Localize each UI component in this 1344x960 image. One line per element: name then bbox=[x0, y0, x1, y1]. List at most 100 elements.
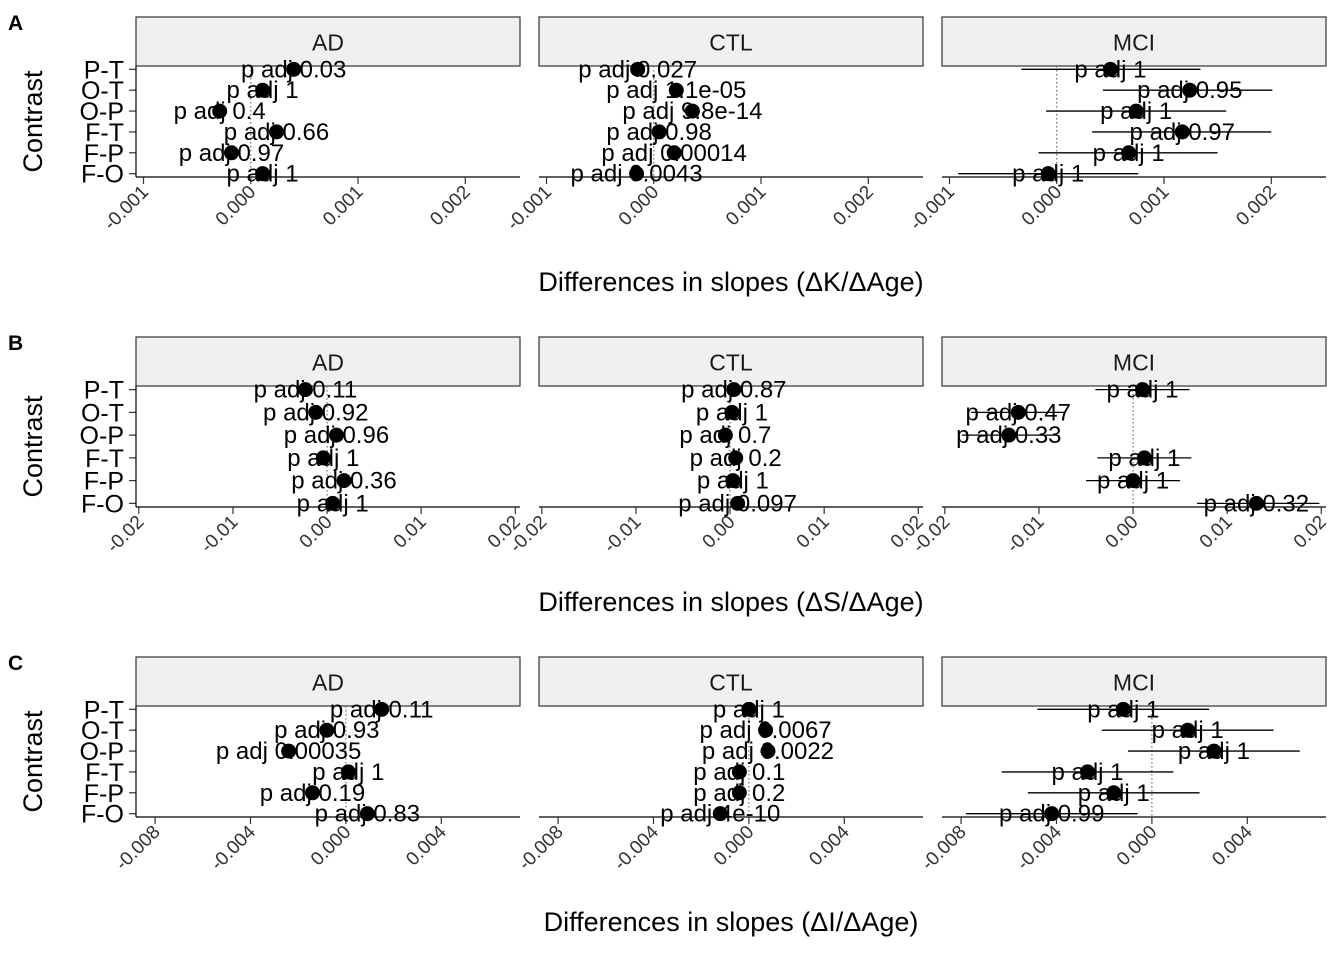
y-tick-label: O-T bbox=[81, 717, 124, 745]
p-value-label: p adj 0.98 bbox=[606, 119, 711, 146]
p-value-label: p adj 1 bbox=[696, 399, 768, 426]
x-tick-label: -0.008 bbox=[515, 822, 568, 875]
data-point bbox=[731, 764, 747, 780]
p-value-label: p adj 1 bbox=[1152, 717, 1224, 744]
x-tick-label: -0.001 bbox=[100, 182, 153, 235]
p-value-label: p adj 1 bbox=[697, 468, 769, 495]
data-point bbox=[255, 166, 271, 182]
x-tick-label: 0.00 bbox=[1102, 512, 1143, 553]
x-tick-label: -0.02 bbox=[103, 512, 148, 557]
data-point bbox=[1102, 61, 1118, 77]
p-value-label: p adj 1 bbox=[227, 161, 299, 188]
data-point bbox=[212, 103, 228, 119]
p-value-label: p adj 0.2 bbox=[690, 445, 782, 472]
data-point bbox=[255, 82, 271, 98]
facet-strip-label: CTL bbox=[709, 670, 753, 696]
data-point bbox=[1125, 473, 1141, 489]
y-axis-title: Contrast bbox=[18, 710, 48, 813]
panel-b: B Contrast P-TO-TO-PF-TF-PF-O AD -0.02 -0.01 0… bbox=[8, 332, 1331, 617]
p-value-label: p adj 0.2 bbox=[693, 780, 785, 807]
data-point bbox=[668, 82, 684, 98]
p-value-label: p adj 0.96 bbox=[284, 422, 389, 449]
p-value-label: p adj 0.92 bbox=[263, 399, 368, 426]
x-axis-title: Differences in slopes (ΔI/ΔAge) bbox=[544, 907, 919, 937]
y-tick-label: F-P bbox=[84, 468, 124, 496]
data-point bbox=[712, 806, 728, 822]
x-tick-label: 0.00 bbox=[699, 512, 740, 553]
p-value-label: p adj 1 bbox=[713, 696, 785, 723]
data-point bbox=[630, 61, 646, 77]
y-tick-label: O-P bbox=[80, 98, 124, 126]
y-tick-label: P-T bbox=[84, 56, 124, 84]
p-value-label: p adj 0.027 bbox=[578, 56, 697, 83]
y-tick-label: P-T bbox=[84, 377, 124, 405]
p-value-label: p adj 0.0022 bbox=[702, 738, 834, 765]
data-point bbox=[1182, 82, 1198, 98]
p-value-label: p adj 1.1e-05 bbox=[606, 77, 746, 104]
p-value-label: p adj 1 bbox=[1012, 161, 1084, 188]
data-point bbox=[286, 61, 302, 77]
data-point bbox=[1128, 103, 1144, 119]
x-tick-label: 0.000 bbox=[710, 822, 758, 870]
data-point bbox=[325, 495, 341, 511]
p-value-label: p adj 1 bbox=[312, 759, 384, 786]
y-tick-label: O-P bbox=[80, 422, 124, 450]
facet-strip bbox=[135, 16, 521, 67]
data-point bbox=[1001, 427, 1017, 443]
p-value-label: p adj 0.87 bbox=[681, 377, 786, 404]
data-point bbox=[731, 785, 747, 801]
data-point bbox=[1115, 701, 1131, 717]
data-point bbox=[269, 124, 285, 140]
data-point bbox=[1106, 785, 1122, 801]
panel-label: C bbox=[8, 652, 23, 675]
panel-c: C Contrast P-TO-TO-PF-TF-PF-O AD -0.008 -0.00… bbox=[8, 652, 1327, 937]
facet-strip bbox=[538, 336, 924, 387]
y-tick-label: F-P bbox=[84, 140, 124, 168]
facet-strip bbox=[538, 656, 924, 707]
data-point bbox=[760, 743, 776, 759]
facet-strip-label: AD bbox=[312, 30, 344, 56]
data-point bbox=[717, 427, 733, 443]
data-point bbox=[328, 427, 344, 443]
p-value-label: p adj 0.33 bbox=[956, 422, 1061, 449]
x-tick-label: -0.004 bbox=[1013, 821, 1066, 874]
y-tick-label: O-T bbox=[81, 399, 124, 427]
facet-strip-label: CTL bbox=[709, 350, 753, 376]
p-value-label: p adj 0.19 bbox=[260, 780, 365, 807]
data-point bbox=[726, 382, 742, 398]
facet-strip-label: AD bbox=[312, 350, 344, 376]
panel-label: A bbox=[8, 12, 23, 35]
p-value-label: p adj 4e-10 bbox=[660, 801, 780, 828]
y-tick-label: F-T bbox=[85, 759, 124, 787]
facet-strip bbox=[941, 336, 1327, 387]
p-value-label: p adj 0.83 bbox=[315, 801, 420, 828]
y-tick-label: F-T bbox=[85, 119, 124, 147]
x-axis-title: Differences in slopes (ΔK/ΔAge) bbox=[538, 267, 923, 297]
data-point bbox=[730, 495, 746, 511]
p-value-label: p adj 1 bbox=[1106, 377, 1178, 404]
data-point bbox=[728, 450, 744, 466]
data-point bbox=[1248, 495, 1264, 511]
p-value-label: p adj 0.99 bbox=[999, 801, 1104, 828]
x-tick-label: 0.004 bbox=[402, 821, 451, 870]
x-tick-label: 0.001 bbox=[1125, 182, 1173, 230]
p-value-label: p adj 0.47 bbox=[966, 399, 1071, 426]
p-value-label: p adj 0.32 bbox=[1204, 490, 1309, 517]
data-point bbox=[1040, 166, 1056, 182]
p-value-label: p adj 0.00014 bbox=[601, 140, 746, 167]
p-value-label: p adj 1 bbox=[1108, 445, 1180, 472]
data-point bbox=[308, 404, 324, 420]
x-tick-label: 0.02 bbox=[1290, 512, 1331, 553]
x-tick-label: -0.001 bbox=[503, 182, 556, 235]
p-value-label: p adj 0.1 bbox=[693, 759, 785, 786]
facet-strip-label: CTL bbox=[709, 30, 753, 56]
data-point bbox=[1206, 743, 1222, 759]
data-point bbox=[359, 806, 375, 822]
y-tick-label: F-T bbox=[85, 445, 124, 473]
x-tick-label: 0.000 bbox=[1018, 182, 1066, 230]
data-point bbox=[319, 722, 335, 738]
x-tick-label: 0.000 bbox=[1113, 822, 1161, 870]
p-value-label: p adj 0.11 bbox=[330, 696, 434, 723]
